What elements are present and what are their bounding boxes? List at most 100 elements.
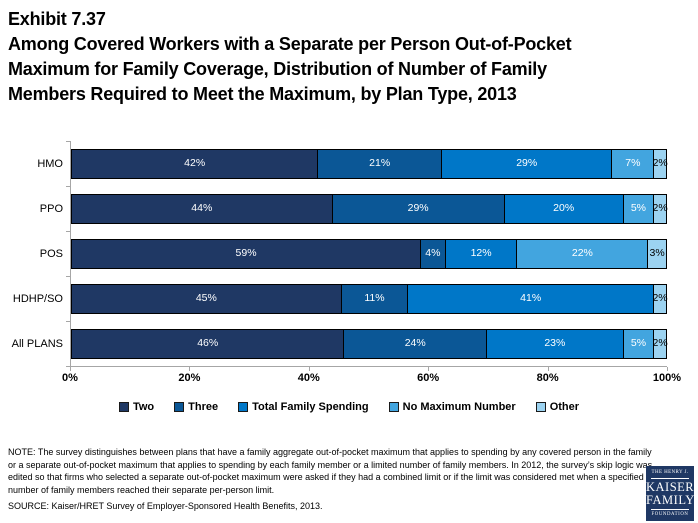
legend-swatch	[238, 402, 249, 412]
x-axis-tick-label: 80%	[536, 372, 559, 384]
bar-segment: 2%	[652, 194, 668, 223]
bar-segment: 45%	[72, 284, 342, 313]
bar-segment-value: 45%	[195, 292, 217, 305]
x-axis-tick-label: 40%	[297, 372, 320, 384]
legend-swatch	[388, 402, 399, 412]
legend-item: Other	[535, 401, 580, 413]
bar-segment-value: 29%	[407, 202, 429, 215]
bar-segment-value: 46%	[197, 337, 219, 350]
legend-label: Total Family Spending	[252, 401, 369, 413]
bar-row: POS 59% 4% 12% 22% 3%	[40, 231, 667, 276]
legend-swatch	[118, 402, 129, 412]
bar-segment-value: 20%	[553, 202, 575, 215]
bar-segment: 20%	[504, 194, 624, 223]
bar-segment: 7%	[612, 149, 655, 178]
bar-segment: 2%	[652, 329, 668, 358]
bar-segment: 23%	[487, 329, 624, 358]
bar-segment: 59%	[72, 239, 422, 268]
bar-segment: 42%	[72, 149, 319, 178]
category-label: PPO	[39, 202, 63, 215]
x-axis-tick	[667, 367, 668, 371]
bar-segment-value: 24%	[404, 337, 426, 350]
x-axis-tick-label: 100%	[652, 372, 682, 384]
kff-logo-rule-top	[651, 478, 689, 479]
note-text: NOTE: The survey distinguishes between p…	[8, 447, 653, 495]
page-title-line-2: Maximum for Family Coverage, Distributio…	[8, 59, 547, 79]
bar-segment-value: 42%	[184, 157, 206, 170]
bar-segment: 5%	[623, 194, 655, 223]
bar-segment-value: 2%	[652, 157, 668, 170]
kff-logo-rule-bottom	[651, 509, 689, 510]
bar-segment: 21%	[318, 149, 443, 178]
bar-segment-value: 5%	[630, 337, 647, 350]
bar-segment-value: 11%	[364, 292, 385, 305]
bar-segment: 22%	[517, 239, 649, 268]
bar-segment: 29%	[332, 194, 505, 223]
legend-item: Three	[174, 401, 218, 413]
bar-segment: 12%	[445, 239, 518, 268]
legend: Two Three Total Family Spending No Maximum …	[0, 401, 698, 413]
bar-segment-value: 59%	[235, 247, 257, 260]
category-label: POS	[39, 247, 63, 260]
source-text: SOURCE: Kaiser/HRET Survey of Employer-S…	[8, 501, 323, 511]
y-axis-tick	[66, 141, 71, 142]
bar-segment-value: 5%	[630, 202, 647, 215]
legend-swatch	[535, 402, 546, 412]
bar-segment-value: 2%	[652, 292, 668, 305]
x-axis-tick	[70, 367, 71, 371]
category-label: All PLANS	[11, 337, 63, 350]
header: Exhibit 7.37 Among Covered Workers with …	[0, 0, 698, 107]
legend-item: Two	[118, 401, 155, 413]
bar-segment: 24%	[344, 329, 487, 358]
bar-segment: 46%	[72, 329, 345, 358]
bar-segment: 4%	[421, 239, 446, 268]
kff-logo: THE HENRY J. KAISER FAMILY FOUNDATION	[646, 466, 694, 521]
legend-label: No Maximum Number	[402, 401, 516, 413]
bar-segment: 11%	[341, 284, 409, 313]
x-axis-tick	[547, 367, 549, 371]
plot-area: HMO 42% 21% 29% 7% 2% PPO 44% 29% 20% 5% 2% POS 59% 4%…	[12, 141, 668, 367]
bar-segment-value: 7%	[625, 157, 641, 170]
y-axis-tick	[66, 231, 71, 232]
x-axis: 0% 20% 40% 60% 80% 100%	[62, 367, 681, 389]
y-axis-tick	[66, 321, 71, 322]
bar-row: HDHP/SO 45% 11% 41% 2%	[13, 276, 668, 321]
bar-segment-value: 2%	[652, 337, 668, 350]
legend-item: No Maximum Number	[388, 401, 516, 413]
bar-segment-value: 21%	[369, 157, 391, 170]
x-axis-tick	[428, 367, 430, 371]
kff-logo-line-1: THE HENRY J.	[651, 470, 689, 475]
bar-segment: 2%	[652, 284, 668, 313]
kff-logo-line-3: FAMILY	[646, 493, 695, 507]
bar-track: 59% 4% 12% 22% 3%	[71, 238, 667, 269]
bar-row: All PLANS 46% 24% 23% 5% 2%	[12, 321, 668, 366]
bar-track: 46% 24% 23% 5% 2%	[71, 328, 668, 359]
bar-segment-value: 3%	[649, 247, 665, 260]
bar-segment-value: 2%	[652, 202, 668, 215]
bar-row: PPO 44% 29% 20% 5% 2%	[40, 186, 668, 231]
legend-label: Other	[549, 401, 580, 413]
kff-logo-line-2: KAISER	[646, 480, 695, 494]
x-axis-tick	[308, 367, 310, 371]
legend-label: Two	[132, 401, 155, 413]
bar-segment-value: 12%	[470, 247, 492, 260]
y-axis-tick	[66, 186, 71, 187]
bar-track: 45% 11% 41% 2%	[71, 283, 668, 314]
bar-segment-value: 23%	[544, 337, 566, 350]
x-axis-tick-label: 0%	[62, 372, 78, 384]
x-axis-tick-label: 20%	[178, 372, 201, 384]
legend-label: Three	[188, 401, 219, 413]
x-axis-tick-label: 60%	[417, 372, 440, 384]
bar-segment: 29%	[442, 149, 613, 178]
y-axis-tick	[66, 276, 71, 277]
bar-track: 44% 29% 20% 5% 2%	[71, 193, 668, 224]
bar-segment-value: 22%	[571, 247, 593, 260]
page-title-line-1: Among Covered Workers with a Separate pe…	[8, 34, 572, 54]
bar-segment: 5%	[623, 329, 655, 358]
bar-track: 42% 21% 29% 7% 2%	[71, 148, 668, 179]
page-title-line-3: Members Required to Meet the Maximum, by…	[8, 84, 517, 104]
bar-row: HMO 42% 21% 29% 7% 2%	[37, 141, 668, 186]
bar-segment: 2%	[652, 149, 668, 178]
legend-swatch	[174, 402, 185, 412]
